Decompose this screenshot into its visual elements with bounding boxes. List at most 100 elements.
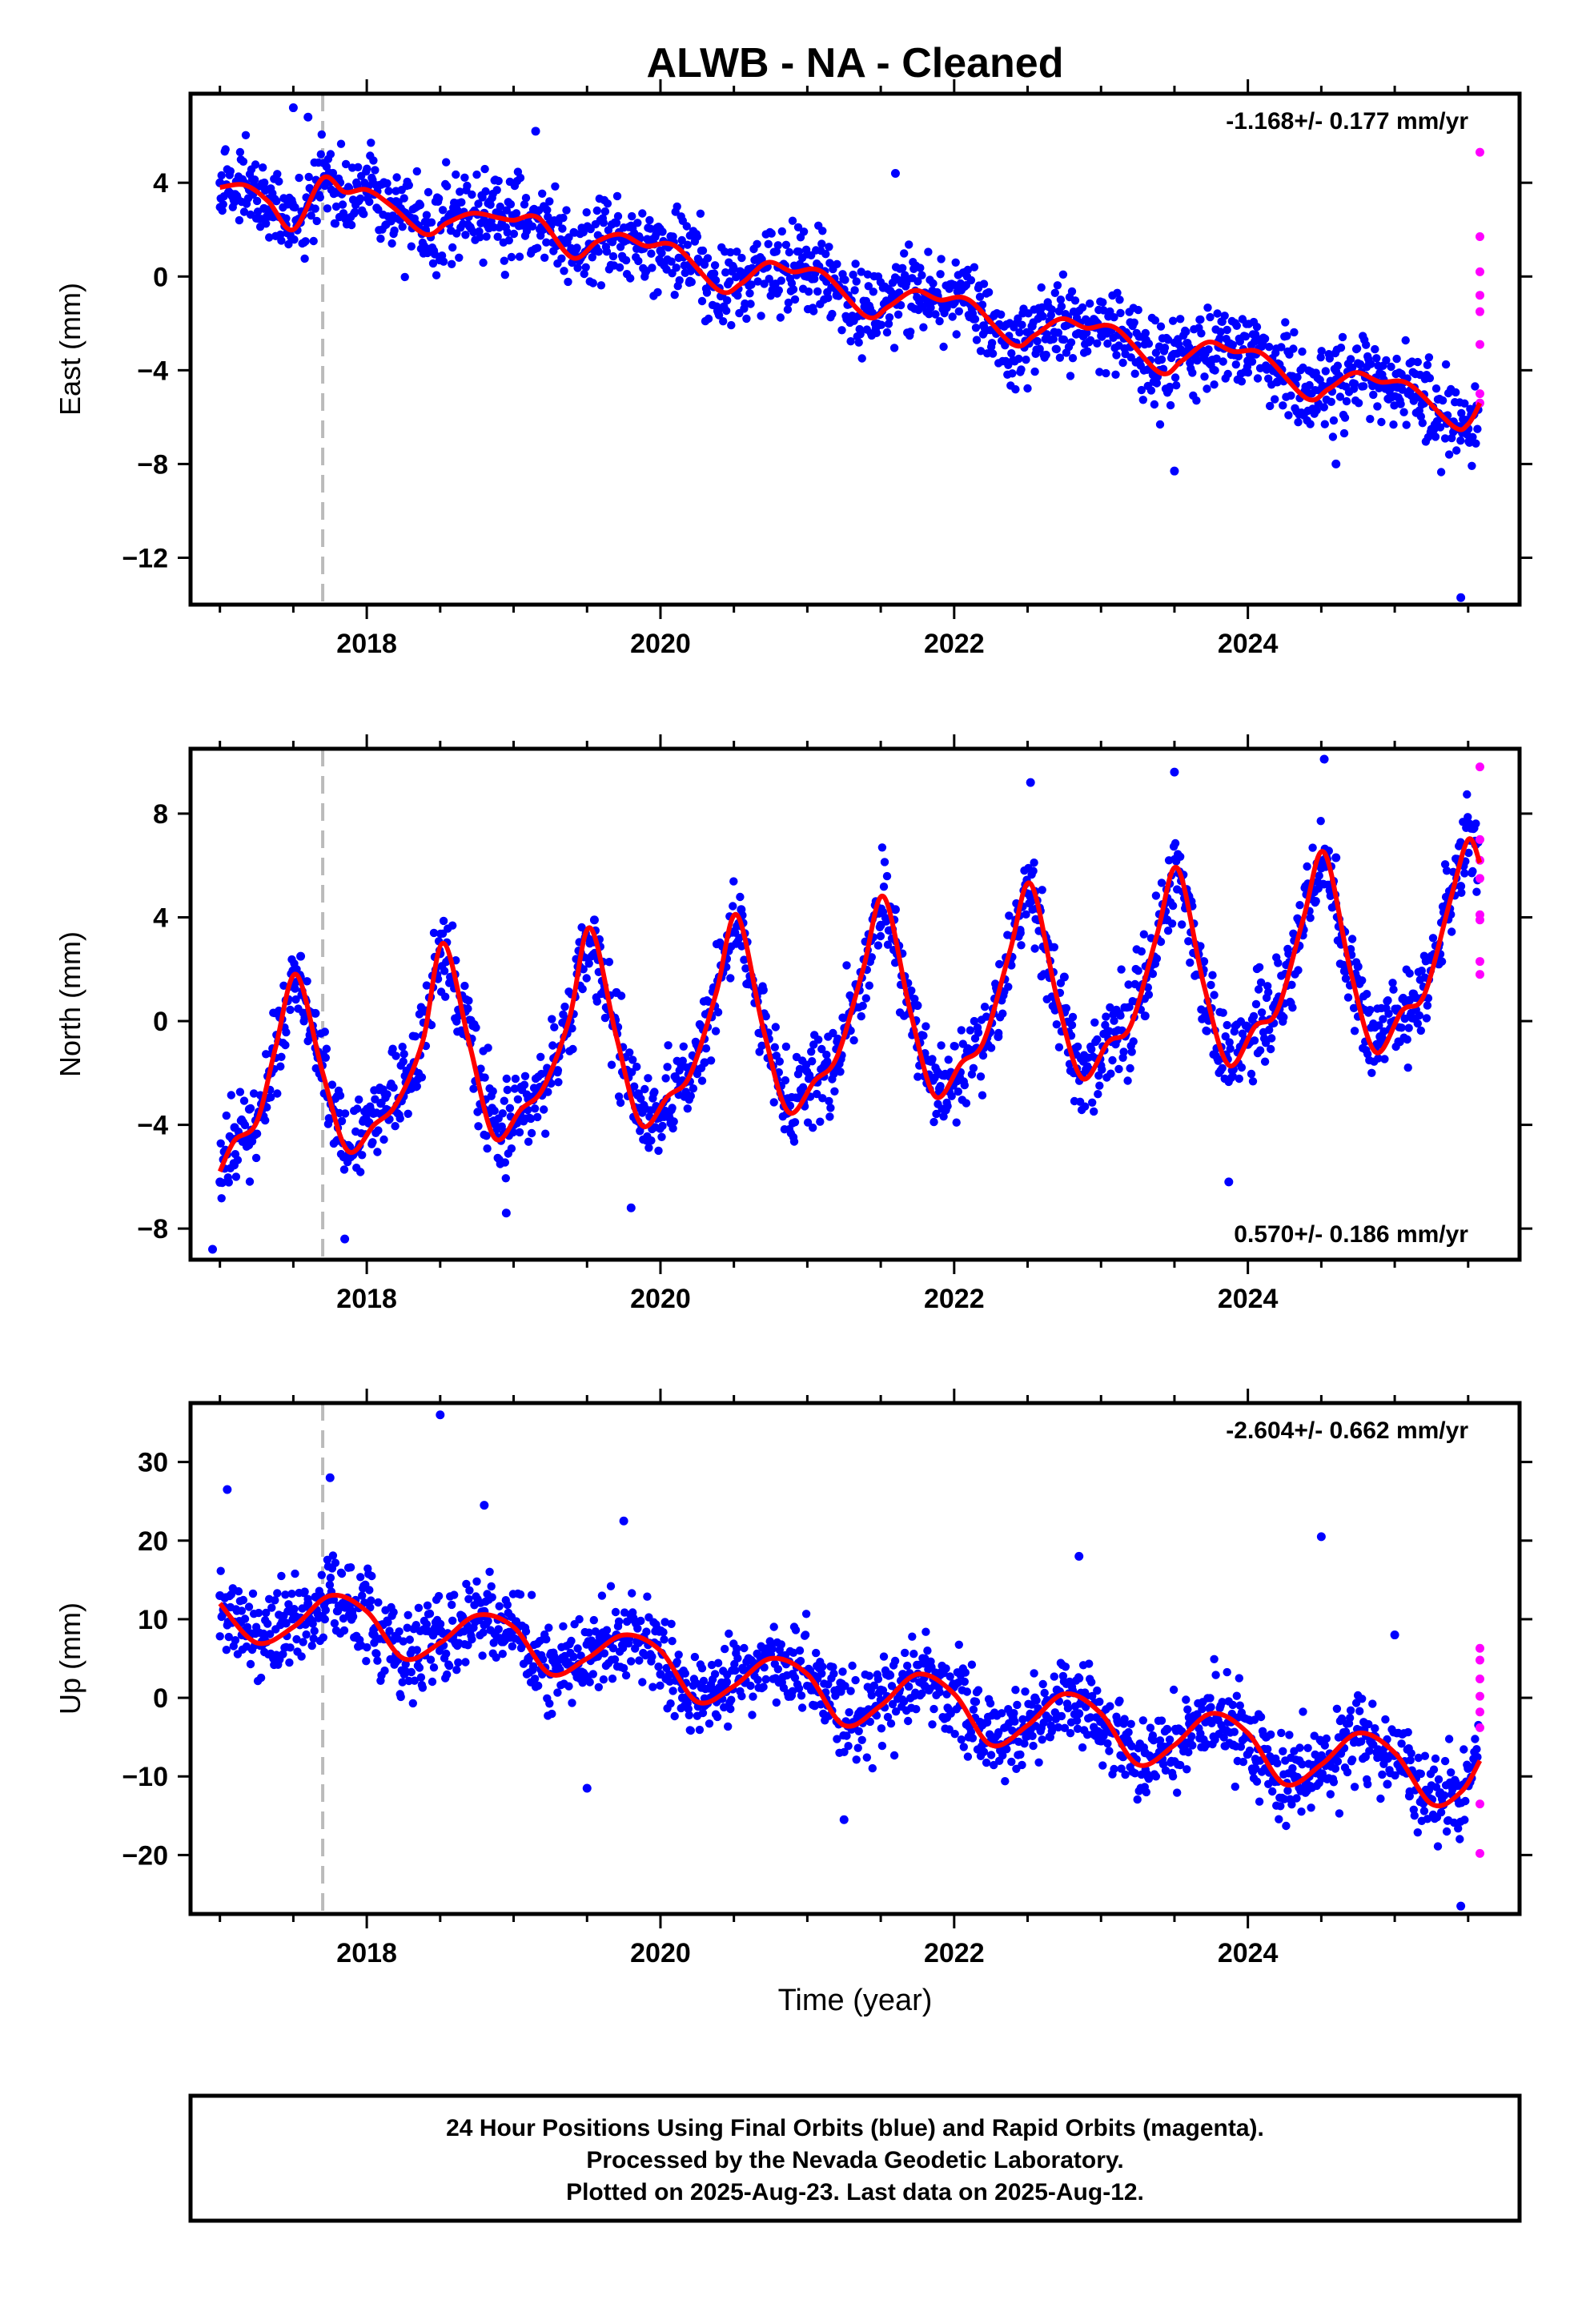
north-daily-point: [1363, 990, 1371, 999]
north-daily-point: [867, 953, 877, 962]
up-daily-point: [621, 1671, 631, 1680]
east-daily-point: [1137, 385, 1146, 395]
up-daily-point: [1078, 1743, 1087, 1752]
up-daily-point: [945, 1725, 954, 1734]
east-daily-point: [384, 187, 393, 195]
north-daily-point: [822, 1050, 831, 1059]
east-daily-point: [479, 258, 488, 267]
north-daily-point: [1303, 862, 1311, 871]
up-daily-point: [633, 1624, 642, 1633]
north-daily-point: [1261, 1039, 1271, 1047]
north-daily-point: [644, 1144, 653, 1152]
east-daily-point: [683, 240, 692, 249]
north-daily-point: [616, 1098, 625, 1108]
north-daily-point: [1460, 869, 1469, 878]
east-daily-point: [1243, 368, 1253, 377]
up-daily-point: [412, 1646, 421, 1655]
up-daily-point: [921, 1627, 930, 1636]
north-daily-point: [1347, 935, 1357, 943]
north-daily-point: [1416, 1026, 1426, 1035]
east-daily-point: [1359, 382, 1368, 391]
up-daily-point: [277, 1571, 286, 1581]
east-daily-point: [777, 276, 785, 285]
up-daily-point: [450, 1590, 459, 1599]
north-daily-point: [578, 984, 587, 994]
north-daily-point: [490, 1106, 499, 1116]
north-daily-point: [829, 1028, 837, 1038]
north-daily-point: [1134, 967, 1142, 975]
north-daily-point: [1235, 1074, 1244, 1084]
up-daily-point: [1283, 1786, 1292, 1795]
east-daily-point: [1166, 400, 1175, 410]
up-daily-point: [1410, 1811, 1419, 1820]
up-daily-point: [246, 1659, 255, 1669]
up-daily-point: [1223, 1667, 1231, 1677]
north-daily-point: [1413, 1019, 1423, 1028]
up-daily-point: [244, 1602, 254, 1611]
east-daily-point: [849, 270, 857, 279]
up-daily-point: [539, 1655, 548, 1664]
east-daily-point: [1130, 318, 1138, 327]
up-daily-point: [817, 1669, 826, 1678]
east-daily-point: [733, 247, 741, 256]
up-daily-point: [1439, 1791, 1449, 1800]
up-daily-point: [363, 1642, 371, 1652]
north-daily-point: [1366, 1006, 1375, 1015]
up-daily-point: [389, 1608, 398, 1617]
east-daily-point: [1118, 358, 1127, 368]
east-daily-point: [500, 256, 508, 265]
up-daily-point: [721, 1644, 729, 1654]
north-daily-point: [954, 1087, 963, 1096]
north-daily-point: [1068, 1012, 1078, 1022]
up-daily-point: [323, 1555, 332, 1565]
up-daily-point: [935, 1687, 944, 1697]
east-daily-point: [1325, 354, 1335, 363]
north-daily-point: [816, 1117, 825, 1126]
east-daily-point: [1251, 330, 1260, 339]
north-daily-point: [1203, 1027, 1211, 1035]
east-daily-point: [794, 247, 804, 256]
east-daily-point: [777, 227, 786, 236]
up-daily-point: [479, 1628, 488, 1637]
north-daily-point: [1358, 976, 1367, 985]
east-daily-point: [725, 277, 734, 286]
up-daily-point: [1106, 1702, 1114, 1711]
north-daily-point: [1106, 1003, 1114, 1012]
north-daily-point: [1463, 790, 1472, 799]
east-daily-point: [1038, 312, 1047, 321]
east-final-point: [531, 127, 540, 136]
north-daily-point: [1178, 920, 1186, 929]
up-daily-point: [954, 1678, 963, 1687]
up-daily-point: [888, 1699, 897, 1709]
up-daily-point: [788, 1687, 797, 1695]
east-daily-point: [1473, 424, 1482, 433]
east-daily-point: [516, 173, 525, 183]
north-daily-point: [239, 1096, 249, 1105]
up-daily-point: [1063, 1703, 1073, 1713]
up-daily-point: [498, 1650, 507, 1659]
north-daily-point: [628, 1055, 637, 1064]
east-daily-point: [1066, 338, 1076, 347]
north-final-point: [1404, 995, 1414, 1005]
east-daily-point: [407, 242, 416, 251]
east-daily-point: [1086, 299, 1094, 308]
north-daily-point: [1375, 1021, 1383, 1030]
north-daily-point: [857, 1011, 865, 1021]
up-daily-point: [589, 1615, 598, 1625]
east-daily-point: [1163, 336, 1173, 344]
north-daily-point: [1225, 1038, 1234, 1047]
north-daily-point: [1038, 886, 1046, 895]
up-daily-point: [654, 1663, 663, 1671]
up-daily-point: [468, 1634, 476, 1644]
up-final-point: [964, 1732, 974, 1742]
east-daily-point: [924, 247, 933, 256]
up-daily-point: [1456, 1835, 1464, 1844]
up-daily-point: [619, 1663, 628, 1673]
up-daily-point: [548, 1709, 556, 1719]
up-daily-point: [478, 1651, 487, 1660]
up-daily-point: [240, 1614, 250, 1623]
north-daily-point: [890, 959, 900, 967]
up-daily-point: [746, 1681, 755, 1691]
north-final-point: [612, 987, 621, 997]
up-daily-point: [425, 1609, 435, 1618]
